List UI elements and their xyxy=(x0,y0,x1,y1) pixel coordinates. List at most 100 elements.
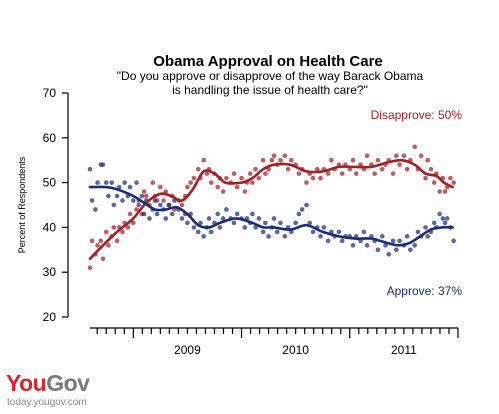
y-axis-label: Percent of Respondents xyxy=(17,156,27,253)
disapprove-point xyxy=(114,238,120,244)
disapprove-point xyxy=(239,175,244,181)
disapprove-point xyxy=(263,171,268,176)
approve-point xyxy=(394,247,399,253)
disapprove-point xyxy=(125,225,131,230)
disapprove-point xyxy=(375,157,381,163)
disapprove-point xyxy=(220,189,226,194)
yougov-logo: YouGov xyxy=(6,370,90,396)
disapprove-point xyxy=(224,175,229,181)
approve-point xyxy=(451,238,456,244)
disapprove-point xyxy=(185,184,190,190)
approve-point xyxy=(141,211,147,217)
disapprove-point xyxy=(304,180,309,185)
approve-point xyxy=(325,238,331,244)
approve-point xyxy=(87,166,93,172)
disapprove-point xyxy=(215,184,221,190)
disapprove-point xyxy=(329,157,334,163)
disapprove-point xyxy=(448,175,453,181)
disapprove-point xyxy=(282,153,288,159)
approve-point xyxy=(152,198,158,203)
approve-point xyxy=(390,238,396,244)
approve-point xyxy=(296,211,302,217)
disapprove-point xyxy=(87,265,93,271)
disapprove-point xyxy=(418,153,424,159)
disapprove-point xyxy=(141,189,147,194)
disapprove-point xyxy=(179,202,185,208)
disapprove-point xyxy=(404,166,410,172)
chart-subtitle-line-1: "Do you approve or disapprove of the way… xyxy=(117,69,424,83)
disapprove-point xyxy=(318,175,323,181)
disapprove-point xyxy=(204,171,210,176)
y-tick-label: 30 xyxy=(43,265,57,279)
disapprove-point xyxy=(208,180,214,185)
disapprove-point xyxy=(143,193,149,199)
approve-point xyxy=(404,234,410,239)
approve-point xyxy=(109,180,114,185)
approve-point xyxy=(307,220,313,226)
disapprove-point xyxy=(106,243,111,248)
approve-point xyxy=(386,251,392,257)
approve-point xyxy=(379,234,385,239)
approve-point xyxy=(179,216,185,221)
approve-point xyxy=(321,225,327,230)
approve-point xyxy=(158,202,163,208)
logo-you: You xyxy=(6,370,47,396)
approve-point xyxy=(166,202,172,208)
approve-point xyxy=(260,229,266,235)
disapprove-point xyxy=(100,256,106,262)
approve-point xyxy=(274,229,280,235)
approve-label: Approve: 37% xyxy=(387,284,463,298)
approve-point xyxy=(103,180,109,185)
approve-point xyxy=(266,234,271,239)
approve-point xyxy=(256,216,262,221)
approve-point xyxy=(431,220,437,226)
disapprove-point xyxy=(364,153,370,159)
approve-point xyxy=(310,229,316,235)
site-url: today.yougov.com xyxy=(7,397,87,408)
disapprove-point xyxy=(390,171,396,176)
disapprove-point xyxy=(195,166,201,172)
disapprove-point xyxy=(310,175,316,181)
approve-point xyxy=(412,243,418,248)
approve-point xyxy=(169,211,175,217)
approve-point xyxy=(215,211,221,217)
approve-point xyxy=(206,216,212,221)
approve-point xyxy=(444,216,450,221)
approve-point xyxy=(127,184,133,190)
approve-point xyxy=(195,229,201,235)
disapprove-point xyxy=(201,157,206,163)
disapprove-point xyxy=(296,171,302,176)
approve-point xyxy=(191,225,197,230)
approve-point xyxy=(336,229,342,235)
x-tick-label-2010: 2010 xyxy=(282,343,309,357)
approve-point xyxy=(250,211,255,217)
y-tick-label: 70 xyxy=(43,86,57,100)
approve-point xyxy=(95,180,100,185)
approve-point xyxy=(231,220,237,226)
approve-point xyxy=(408,247,413,253)
disapprove-point xyxy=(231,171,237,176)
approve-point xyxy=(106,193,111,199)
disapprove-point xyxy=(350,157,356,163)
approve-point xyxy=(442,220,448,226)
disapprove-point xyxy=(89,238,95,244)
disapprove-point xyxy=(289,157,294,163)
approve-point xyxy=(89,198,95,203)
disapprove-point xyxy=(339,171,345,176)
axes: 20 30 40 50 60 70 2009 2010 2011 xyxy=(43,86,459,357)
disapprove-point xyxy=(325,171,331,176)
approve-point xyxy=(350,243,356,248)
disapprove-point xyxy=(428,166,434,172)
disapprove-label: Disapprove: 50% xyxy=(371,108,463,122)
approve-point xyxy=(318,234,323,239)
disapprove-point xyxy=(158,184,163,190)
approve-point xyxy=(93,207,98,212)
disapprove-point xyxy=(234,184,240,190)
chart-subtitle-line-2: is handling the issue of health care?" xyxy=(172,83,368,97)
disapprove-point xyxy=(285,166,291,172)
disapprove-point xyxy=(412,144,418,150)
approve-point xyxy=(364,243,370,248)
y-tick-label: 40 xyxy=(43,220,57,234)
disapprove-point xyxy=(161,198,166,203)
disapprove-point xyxy=(372,171,377,176)
